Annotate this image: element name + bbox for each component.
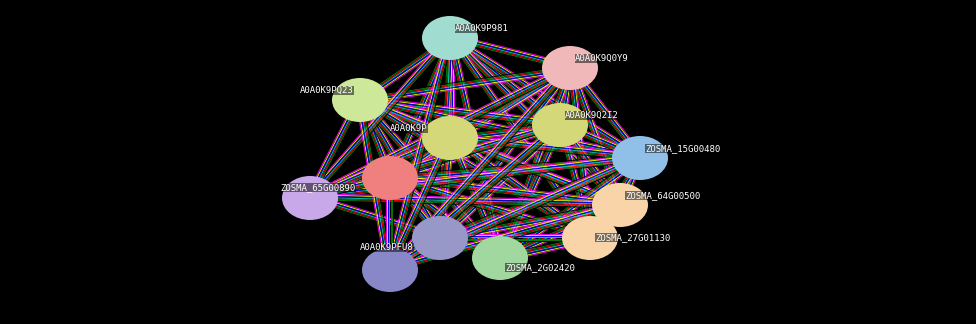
- Text: ZOSMA_2G02420: ZOSMA_2G02420: [505, 263, 575, 272]
- Text: A0A0K9P: A0A0K9P: [390, 124, 427, 133]
- Text: ZOSMA_27G01130: ZOSMA_27G01130: [595, 233, 671, 242]
- Ellipse shape: [362, 248, 418, 292]
- Ellipse shape: [562, 216, 618, 260]
- Ellipse shape: [412, 216, 468, 260]
- Text: ZOSMA_65G00890: ZOSMA_65G00890: [280, 183, 355, 192]
- Ellipse shape: [532, 103, 588, 147]
- Ellipse shape: [332, 78, 388, 122]
- Text: ZOSMA_15G00480: ZOSMA_15G00480: [645, 144, 720, 153]
- Ellipse shape: [422, 116, 478, 160]
- Text: A0A0K9PFU8: A0A0K9PFU8: [360, 243, 414, 252]
- Text: A0A0K9Q2I2: A0A0K9Q2I2: [565, 111, 619, 120]
- Text: A0A0K9Q0Y9: A0A0K9Q0Y9: [575, 54, 629, 63]
- Ellipse shape: [612, 136, 668, 180]
- Text: A0A0K9P981: A0A0K9P981: [455, 24, 508, 33]
- Ellipse shape: [542, 46, 598, 90]
- Ellipse shape: [282, 176, 338, 220]
- Text: A0A0K9PQ23: A0A0K9PQ23: [300, 86, 353, 95]
- Ellipse shape: [592, 183, 648, 227]
- Ellipse shape: [422, 16, 478, 60]
- Text: ZOSMA_64G00500: ZOSMA_64G00500: [625, 191, 700, 200]
- Ellipse shape: [362, 156, 418, 200]
- Ellipse shape: [472, 236, 528, 280]
